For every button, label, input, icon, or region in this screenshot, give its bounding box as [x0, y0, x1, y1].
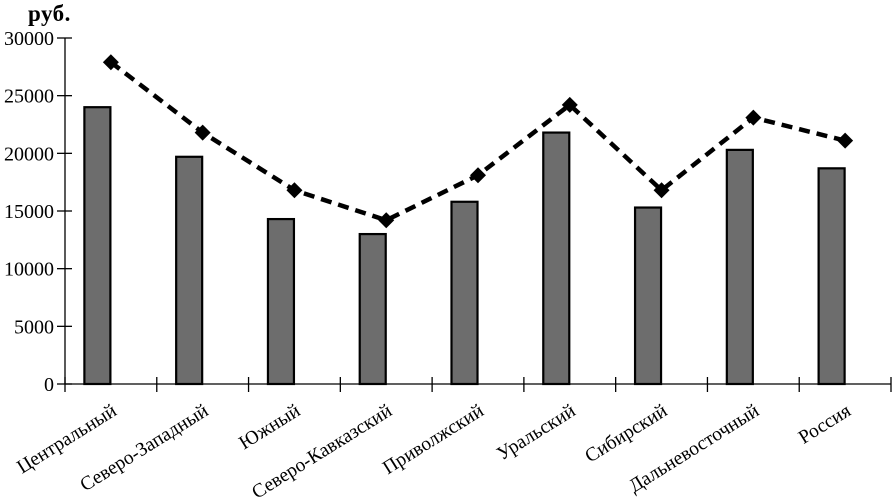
y-tick-label: 15000 — [4, 201, 54, 223]
y-tick-label: 5000 — [14, 316, 54, 338]
diamond-marker — [745, 109, 762, 126]
x-category-label: Сибирский — [582, 400, 672, 467]
x-category-label: Южный — [236, 400, 305, 454]
y-axis-unit-label: руб. — [28, 1, 71, 26]
y-tick-label: 30000 — [4, 28, 54, 50]
y-tick-label: 25000 — [4, 86, 54, 108]
y-tick-label: 10000 — [4, 259, 54, 281]
bar — [358, 232, 387, 386]
diamond-marker — [378, 212, 395, 229]
bar — [450, 200, 479, 386]
diamond-marker — [194, 124, 211, 141]
diamond-marker — [470, 167, 486, 184]
x-category-label: Уральский — [493, 400, 579, 465]
bar — [725, 148, 754, 386]
bar — [83, 106, 112, 386]
bar — [266, 217, 296, 386]
bar — [633, 206, 663, 386]
x-category-label: Россия — [795, 400, 855, 448]
diamond-marker — [561, 96, 578, 113]
x-category-label: Приволжский — [379, 400, 487, 479]
bar — [817, 167, 846, 386]
y-tick-label: 0 — [44, 374, 54, 396]
diamond-marker — [653, 182, 670, 199]
diamond-marker — [286, 182, 303, 199]
bar — [542, 131, 571, 386]
y-tick-label: 20000 — [4, 143, 54, 165]
diamond-marker — [837, 132, 854, 149]
diamond-marker — [102, 54, 119, 71]
bar — [175, 155, 204, 386]
